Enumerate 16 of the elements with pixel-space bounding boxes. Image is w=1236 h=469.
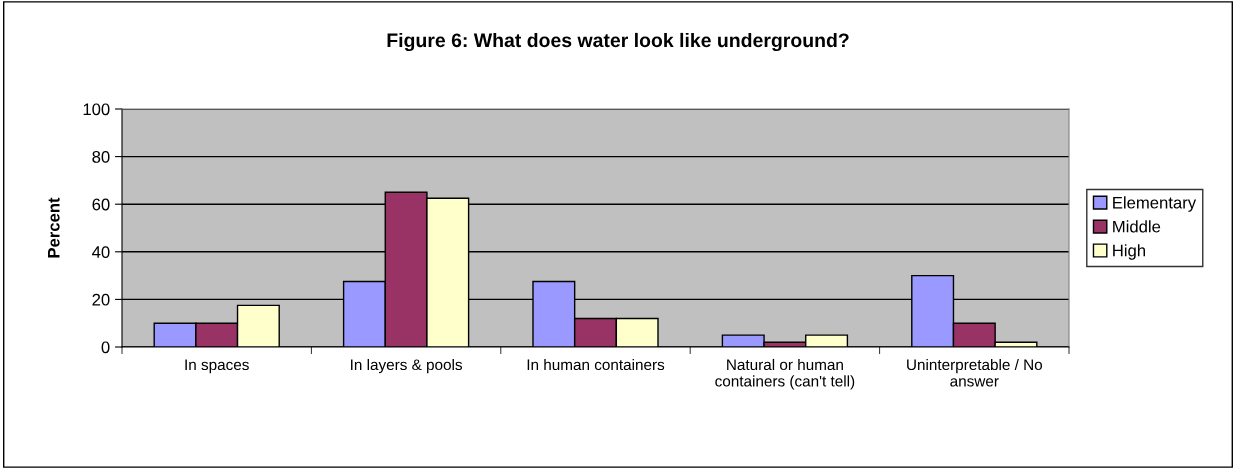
x-tick-label: Uninterpretable / No answer (907, 358, 1043, 387)
y-tick-label: 80 (92, 151, 110, 163)
chart-title: Figure 6: What does water look like underground? (387, 32, 849, 52)
y-tick-label: 100 (83, 103, 110, 116)
x-tick-label: In spaces (185, 359, 249, 374)
y-tick-label: 40 (92, 246, 110, 258)
x-tick-label: In layers & pools (351, 358, 463, 374)
y-tick-label: 60 (92, 198, 110, 211)
y-tick-label: 20 (92, 293, 110, 306)
legend-label: Middle (1113, 220, 1161, 233)
x-tick-label: Natural or human containers (can't tell) (715, 358, 855, 390)
y-tick-label: 0 (101, 341, 110, 354)
x-tick-label: In human containers (527, 358, 665, 371)
legend-label: Elementary (1113, 196, 1197, 212)
legend-label: High (1113, 244, 1145, 260)
y-axis-title: Percent (48, 197, 60, 258)
